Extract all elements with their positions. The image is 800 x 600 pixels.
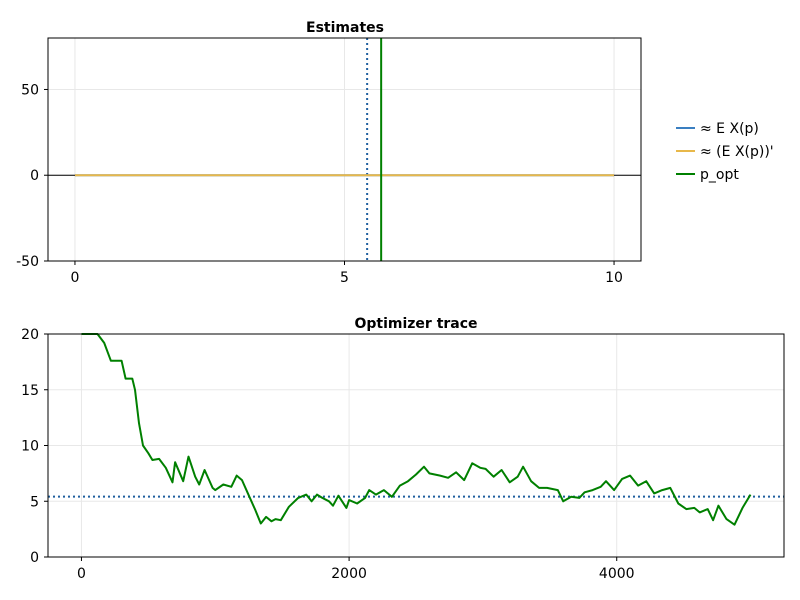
series-line (81, 333, 752, 526)
optimizer-trace-plot-area (48, 333, 784, 526)
optimizer-trace-chart: Optimizer trace 0 2000 4000 0 5 10 15 20 (21, 316, 785, 582)
optimizer-trace-title: Optimizer trace (354, 316, 477, 332)
y-tick-label: 5 (30, 494, 39, 510)
y-tick-label: 0 (30, 168, 39, 184)
legend-label-derivative: ≈ (E X(p))' (700, 144, 774, 160)
estimates-ticks: 0 5 10 -50 0 50 (16, 82, 623, 286)
x-tick-label: 5 (340, 270, 349, 286)
x-tick-label: 10 (605, 270, 623, 286)
y-tick-label: 20 (21, 327, 39, 343)
legend-label-p-opt: p_opt (700, 167, 739, 183)
x-tick-label: 0 (77, 566, 86, 582)
y-tick-label: 15 (21, 383, 39, 399)
y-tick-label: 50 (21, 82, 39, 98)
estimates-chart: Estimates 0 5 10 -50 0 50 ≈ E X(p) ≈ (E X(p))… (16, 20, 774, 286)
optimizer-trace-ticks: 0 2000 4000 0 5 10 15 20 (21, 327, 634, 582)
estimates-legend: ≈ E X(p) ≈ (E X(p))' p_opt (676, 121, 774, 183)
estimates-title: Estimates (306, 20, 384, 36)
estimates-plot-area (48, 38, 641, 261)
x-tick-label: 0 (70, 270, 79, 286)
y-tick-label: 10 (21, 439, 39, 455)
legend-label-e-x: ≈ E X(p) (700, 121, 759, 137)
x-tick-label: 4000 (599, 566, 635, 582)
y-tick-label: 0 (30, 550, 39, 566)
y-tick-label: -50 (16, 254, 39, 270)
x-tick-label: 2000 (331, 566, 367, 582)
